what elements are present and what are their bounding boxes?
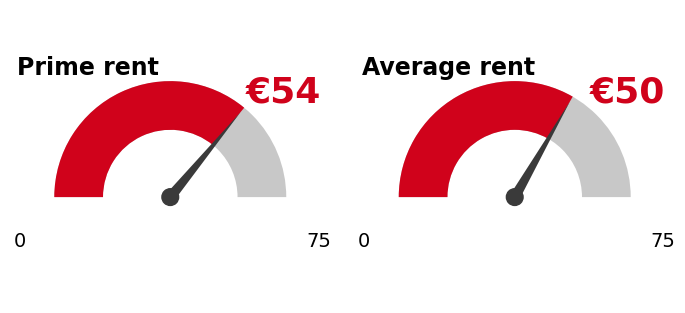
Text: Average rent: Average rent [362,56,535,80]
Text: 0: 0 [358,232,370,251]
Circle shape [506,189,523,205]
Polygon shape [166,112,240,200]
Text: Prime rent: Prime rent [17,56,159,80]
Wedge shape [54,81,286,197]
Wedge shape [54,81,244,197]
Wedge shape [399,81,573,197]
Text: 0: 0 [14,232,25,251]
Text: 75: 75 [651,232,675,251]
Polygon shape [510,102,570,200]
Text: 75: 75 [306,232,331,251]
Text: €54: €54 [246,75,321,109]
Text: €50: €50 [590,75,666,109]
Wedge shape [399,81,631,197]
Circle shape [162,189,179,205]
